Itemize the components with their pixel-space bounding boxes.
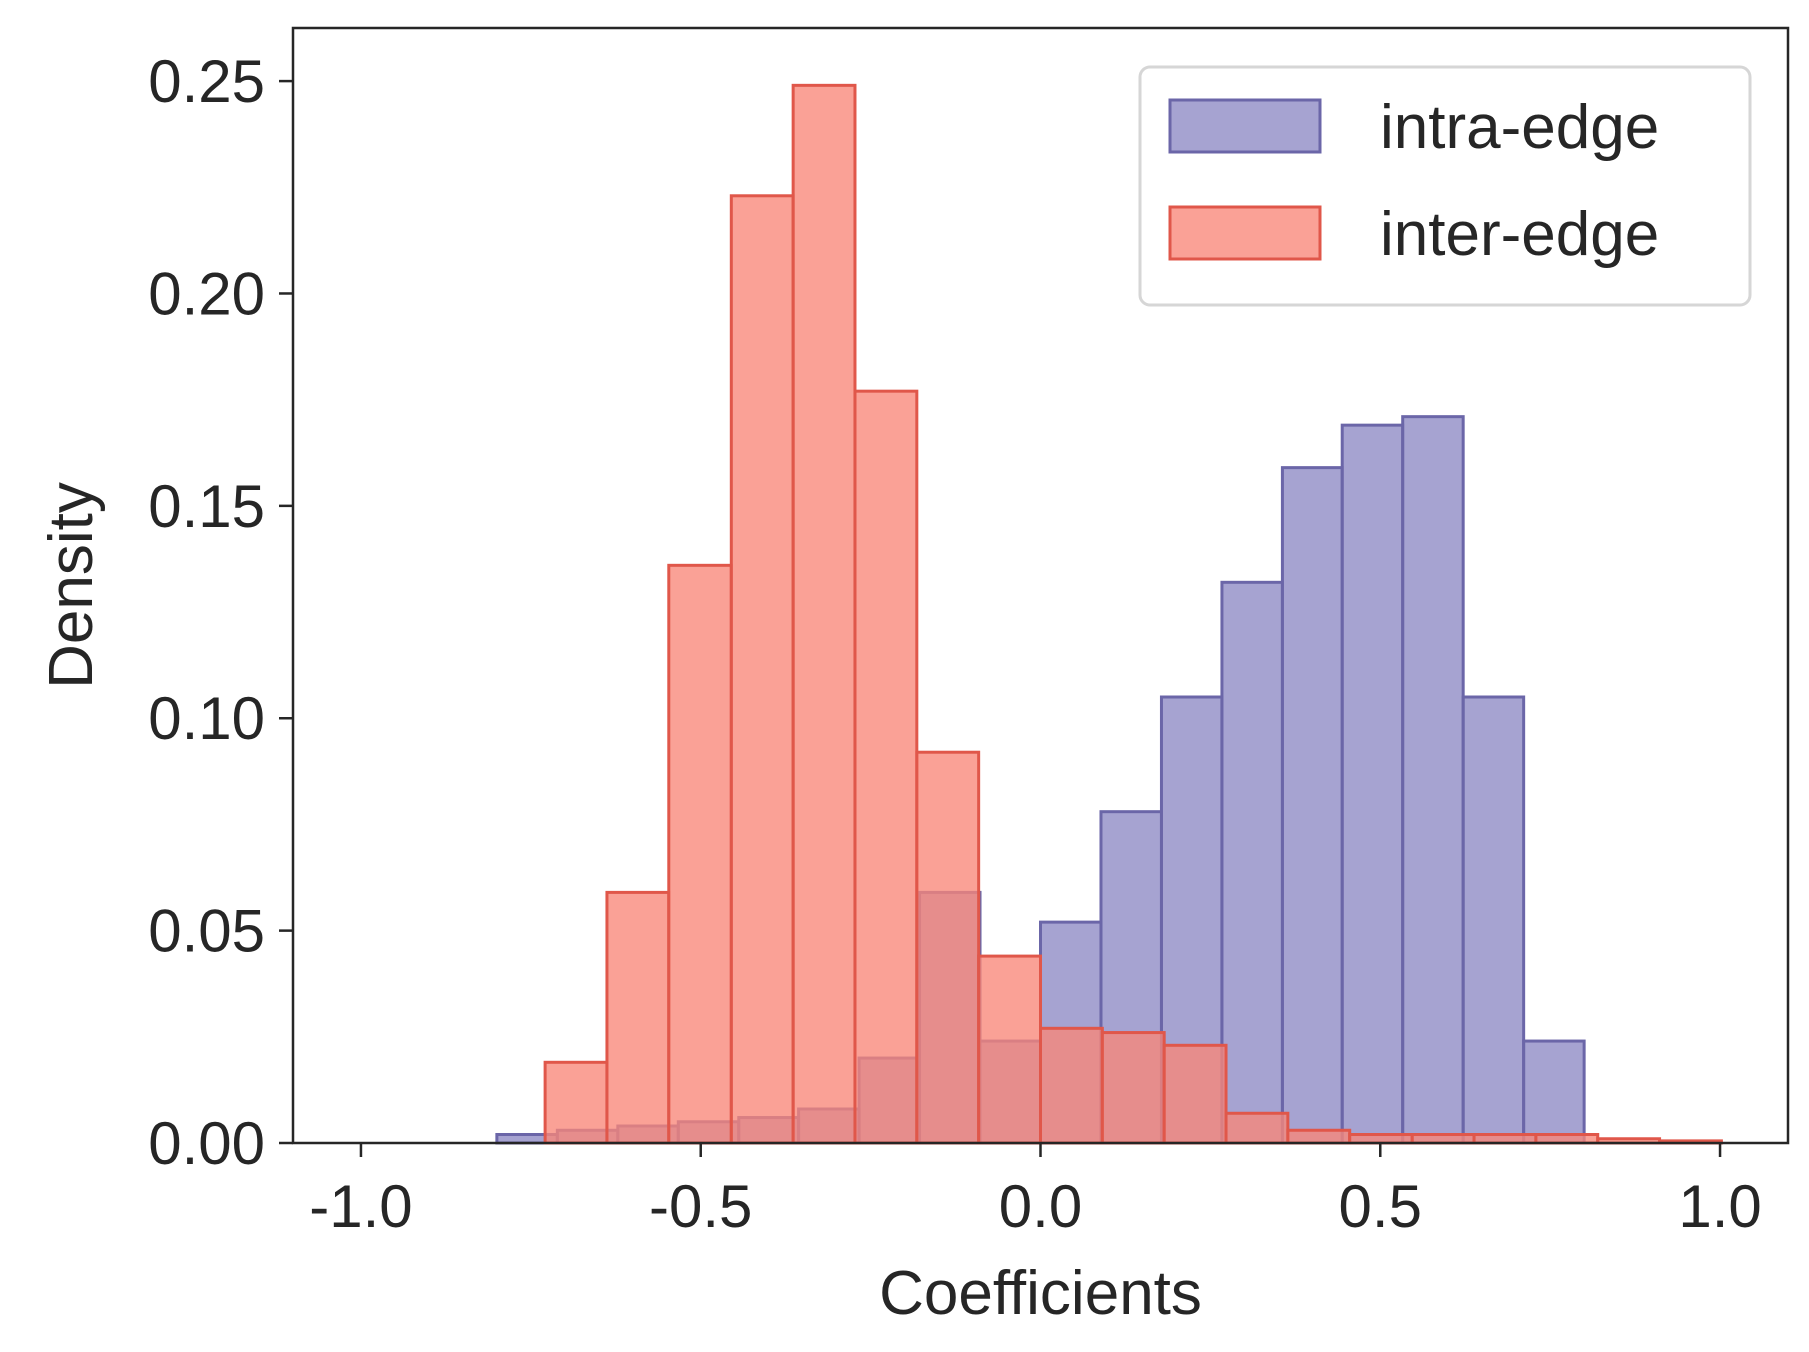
legend-label-inter-edge: inter-edge <box>1380 200 1659 269</box>
inter-edge-bar <box>1100 1031 1166 1145</box>
inter-edge-bar <box>791 83 857 1145</box>
x-tick-label: -0.5 <box>649 1173 752 1240</box>
intra-edge-bar <box>1280 466 1344 1145</box>
inter-edge-bar <box>605 890 671 1145</box>
inter-edge-bar <box>1472 1133 1538 1145</box>
inter-edge-bar <box>543 1060 609 1145</box>
intra-edge-bar <box>1401 415 1465 1145</box>
intra-edge-bar <box>1522 1039 1586 1145</box>
inter-edge-bar <box>729 194 795 1145</box>
legend-swatch-intra-edge <box>1168 98 1322 154</box>
inter-edge-bar <box>853 389 919 1145</box>
y-tick-label: 0.00 <box>148 1110 265 1177</box>
x-tick-label: 0.0 <box>999 1173 1082 1240</box>
legend-swatch-inter-edge <box>1168 205 1322 261</box>
y-tick-label: 0.25 <box>148 48 265 115</box>
inter-edge-bar <box>1534 1133 1600 1145</box>
y-axis-ticks: 0.00 0.05 0.10 0.15 0.20 0.25 <box>148 48 293 1177</box>
x-axis-label: Coefficients <box>879 1259 1202 1328</box>
inter-edge-bar <box>1410 1133 1476 1145</box>
inter-edge-bar <box>667 563 733 1145</box>
intra-edge-bar <box>1340 423 1405 1145</box>
inter-edge-bar <box>1039 1026 1104 1145</box>
inter-edge-bar <box>1348 1133 1414 1145</box>
inter-edge-bars <box>543 83 1723 1145</box>
x-tick-label: -1.0 <box>309 1173 412 1240</box>
inter-edge-bar <box>1224 1111 1290 1145</box>
legend: intra-edge inter-edge <box>1138 65 1752 307</box>
y-tick-label: 0.05 <box>148 898 265 965</box>
y-tick-label: 0.10 <box>148 685 265 752</box>
y-tick-label: 0.20 <box>148 260 265 327</box>
y-axis-label: Density <box>37 482 106 689</box>
y-tick-label: 0.15 <box>148 473 265 540</box>
x-tick-label: 0.5 <box>1339 1173 1422 1240</box>
inter-edge-bar <box>915 750 981 1145</box>
inter-edge-bar <box>1162 1043 1228 1145</box>
legend-label-intra-edge: intra-edge <box>1380 93 1659 162</box>
x-tick-label: 1.0 <box>1678 1173 1761 1240</box>
inter-edge-bar <box>1286 1128 1352 1145</box>
inter-edge-bar <box>977 954 1043 1145</box>
x-axis-ticks: -1.0 -0.5 0.0 0.5 1.0 <box>309 1143 1762 1240</box>
intra-edge-bar <box>1461 695 1526 1145</box>
intra-edge-bar <box>1220 580 1284 1145</box>
